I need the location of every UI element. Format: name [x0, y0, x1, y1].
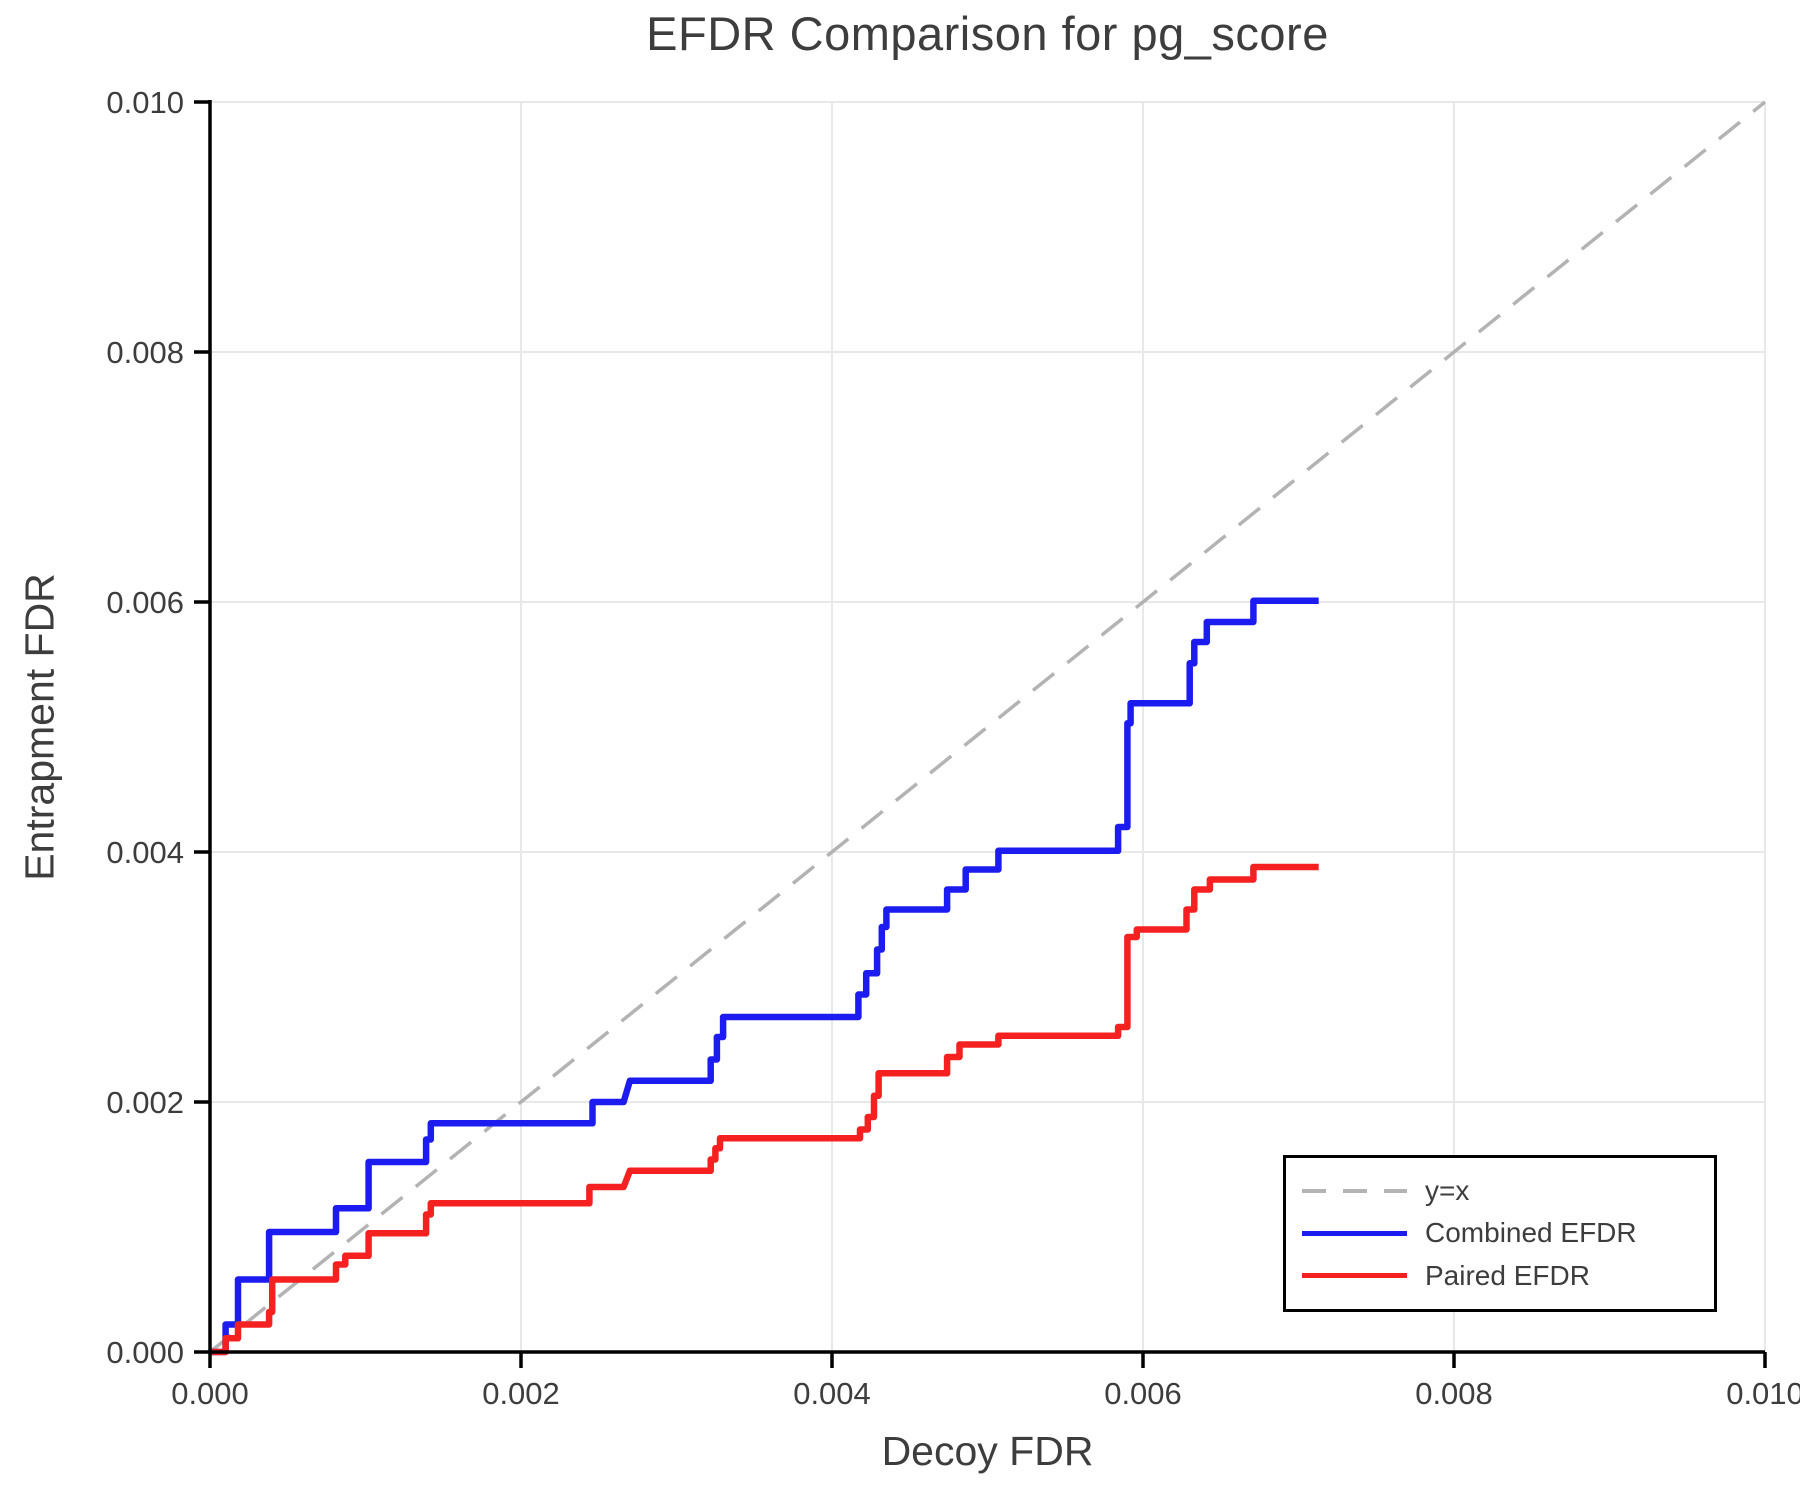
legend-label: Paired EFDR — [1425, 1259, 1590, 1291]
x-tick-label: 0.006 — [1104, 1376, 1182, 1411]
y-axis-label: Entrapment FDR — [16, 573, 63, 881]
y-equals-x-line — [208, 100, 1767, 1354]
x-tick-label: 0.004 — [793, 1376, 871, 1411]
legend-label: Combined EFDR — [1425, 1217, 1637, 1249]
line-swatch — [1302, 1273, 1407, 1279]
legend-item-paired-efdr: Paired EFDR — [1302, 1259, 1698, 1292]
x-tick-label: 0.000 — [171, 1376, 249, 1411]
y-tick-label: 0.006 — [106, 585, 184, 620]
x-tick-label: 0.008 — [1415, 1376, 1493, 1411]
legend-item-combined-efdr: Combined EFDR — [1302, 1217, 1698, 1249]
y-tick-label: 0.000 — [106, 1335, 184, 1370]
legend-box: y=x Combined EFDR Paired EFDR — [1283, 1155, 1717, 1312]
legend-item-y-x: y=x — [1302, 1174, 1698, 1207]
legend-label: y=x — [1425, 1174, 1470, 1206]
y-tick-label: 0.008 — [106, 335, 184, 370]
combined-efdr-line — [210, 597, 1319, 1356]
x-axis-label: Decoy FDR — [881, 1428, 1094, 1474]
paired-efdr-line — [210, 863, 1319, 1356]
y-tick-label: 0.010 — [106, 85, 184, 120]
line-swatch — [1302, 1230, 1407, 1236]
y-tick-label: 0.004 — [106, 835, 184, 870]
dashed-line-swatch — [1302, 1189, 1407, 1194]
x-tick-label: 0.010 — [1726, 1376, 1800, 1411]
y-tick-label: 0.002 — [106, 1085, 184, 1120]
chart-title: EFDR Comparison for pg_score — [646, 7, 1329, 60]
x-tick-label: 0.002 — [482, 1376, 560, 1411]
